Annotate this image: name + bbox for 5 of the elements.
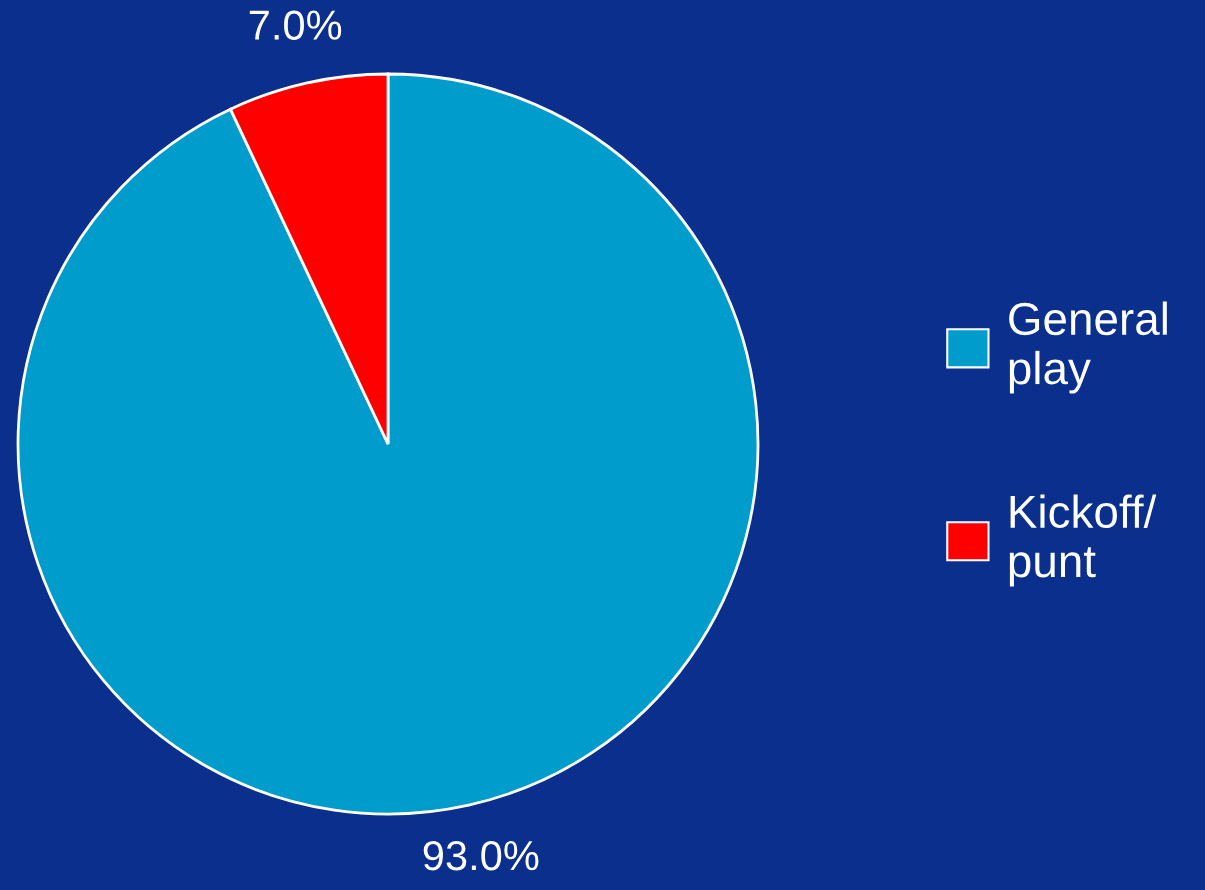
- legend-label: General play: [1009, 301, 1167, 394]
- legend-label: Kickoff/ punt: [1009, 494, 1157, 587]
- data-label: 93.0%: [423, 840, 539, 871]
- pie-slice: [16, 72, 760, 816]
- data-label: 7.0%: [249, 10, 342, 40]
